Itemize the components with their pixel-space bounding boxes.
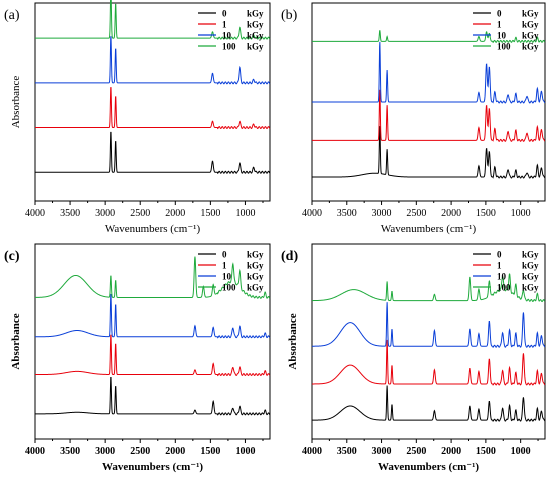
plot-frame (311, 243, 546, 440)
legend-entry-0: 0 (222, 9, 227, 19)
series-line-100 (312, 30, 546, 44)
panel-label: (c) (4, 249, 20, 264)
panel-a: 4000 3500 3000 2500 2000 1500 1000 Wavenumbers … (0, 0, 275, 240)
chart-svg: 4000 3500 3000 2500 2000 1500 1000Wavenumbers … (4, 243, 271, 473)
series-line-0 (35, 377, 271, 416)
x-tick-label: 3000 (95, 208, 115, 219)
legend-entry-0: 0 (497, 9, 502, 19)
legend-entry-1: 1 (497, 261, 502, 271)
legend-entry-10: 10 (497, 272, 507, 282)
x-tick-label: 1500 (200, 208, 220, 219)
x-tick-label: 3000 (372, 446, 392, 457)
x-tick-label: 3500 (337, 446, 357, 457)
x-tick-label: 1000 (235, 208, 255, 219)
legend-unit: kGy (247, 250, 264, 260)
x-tick-label: 4000 (25, 446, 45, 457)
x-tick-label: 1500 (476, 446, 496, 457)
legend-entry-1: 1 (222, 261, 227, 271)
x-tick-label: 3500 (337, 208, 357, 219)
x-axis-label: Wavenumbers (cm⁻¹) (378, 461, 479, 473)
legend-unit: kGy (522, 9, 539, 19)
y-axis-label: Absorbance (10, 313, 22, 369)
x-tick-label: 2500 (130, 208, 150, 219)
legend-entry-100: 100 (222, 42, 236, 52)
series-line-10 (312, 41, 546, 104)
legend-unit: kGy (247, 9, 264, 19)
legend-unit: kGy (247, 261, 264, 271)
series-line-1 (312, 339, 546, 386)
series-line-100 (35, 256, 271, 299)
panel-label: (b) (281, 8, 298, 23)
series-line-10 (311, 302, 546, 348)
series-line-10 (35, 293, 271, 339)
legend-unit: kGy (522, 250, 539, 260)
series-line-1 (35, 334, 271, 377)
series-line-0 (35, 131, 271, 174)
legend-unit: kGy (522, 272, 539, 282)
legend-unit: kGy (522, 20, 539, 30)
x-axis-label: Wavenumbers (cm⁻¹) (381, 223, 477, 235)
legend-unit: kGy (247, 31, 264, 41)
legend-entry-10: 10 (222, 31, 232, 41)
x-tick-label: 1000 (511, 446, 531, 457)
x-tick-label: 1000 (511, 208, 531, 219)
chart-svg: 4000 3500 3000 2500 2000 1500 1000Wavenumbers … (281, 2, 546, 235)
x-tick-label: 1500 (200, 446, 220, 457)
legend-entry-1: 1 (222, 20, 227, 30)
chart-svg: 4000 3500 3000 2500 2000 1500 1000Wavenumbers … (4, 0, 271, 235)
legend-entry-1: 1 (497, 20, 502, 30)
series-line-10 (35, 36, 271, 85)
plot-frame (34, 243, 271, 440)
x-tick-label: 3000 (95, 446, 115, 457)
legend-entry-100: 100 (222, 283, 236, 293)
legend-unit: kGy (522, 31, 539, 41)
x-tick-label: 2000 (441, 446, 461, 457)
series-line-1 (312, 89, 546, 142)
legend-unit: kGy (247, 272, 264, 282)
legend-unit: kGy (247, 42, 264, 52)
x-axis-label: Wavenumbers (cm⁻¹) (102, 461, 203, 473)
legend-entry-100: 100 (497, 42, 511, 52)
legend-unit: kGy (522, 283, 539, 293)
x-tick-label: 3500 (60, 446, 80, 457)
legend-unit: kGy (247, 20, 264, 30)
legend-unit: kGy (247, 283, 264, 293)
y-axis-label: Absorbance (10, 76, 22, 129)
series-line-100 (312, 273, 546, 303)
x-axis-label: Wavenumbers (cm⁻¹) (105, 223, 201, 235)
x-tick-label: 1000 (235, 446, 255, 457)
x-tick-label: 3000 (372, 208, 392, 219)
legend-entry-10: 10 (222, 272, 232, 282)
x-tick-label: 3500 (60, 208, 80, 219)
plot-frame (34, 2, 271, 202)
x-tick-label: 4000 (25, 208, 45, 219)
x-tick-label: 2000 (165, 446, 185, 457)
legend-entry-0: 0 (497, 250, 502, 260)
series-line-1 (35, 87, 271, 130)
y-axis-label: Absorbance (287, 313, 299, 369)
x-tick-label: 2500 (130, 446, 150, 457)
series-line-0 (312, 126, 546, 179)
panel-label: (a) (4, 8, 20, 23)
chart-svg: 4000 3500 3000 2500 2000 1500 1000Wavenumbers … (281, 243, 546, 473)
legend-unit: kGy (522, 42, 539, 52)
x-tick-label: 2500 (406, 208, 426, 219)
legend-entry-0: 0 (222, 250, 227, 260)
panel-d: 4000 3500 3000 2500 2000 1500 1000 Wavenumbers … (275, 240, 550, 480)
panel-b: 4000 3500 3000 2500 2000 1500 1000 Wavenumbers … (275, 0, 550, 240)
panel-label: (d) (281, 249, 298, 264)
x-tick-label: 4000 (302, 208, 322, 219)
series-line-100 (35, 0, 271, 40)
x-tick-label: 2000 (165, 208, 185, 219)
x-tick-label: 1500 (476, 208, 496, 219)
x-tick-label: 2500 (406, 446, 426, 457)
x-tick-label: 4000 (302, 446, 322, 457)
x-tick-label: 2000 (441, 208, 461, 219)
panel-c: 4000 3500 3000 2500 2000 1500 1000 Wavenumbers … (0, 240, 275, 480)
legend-entry-10: 10 (497, 31, 507, 41)
series-line-0 (312, 385, 546, 422)
legend-unit: kGy (522, 261, 539, 271)
legend-entry-100: 100 (497, 283, 511, 293)
